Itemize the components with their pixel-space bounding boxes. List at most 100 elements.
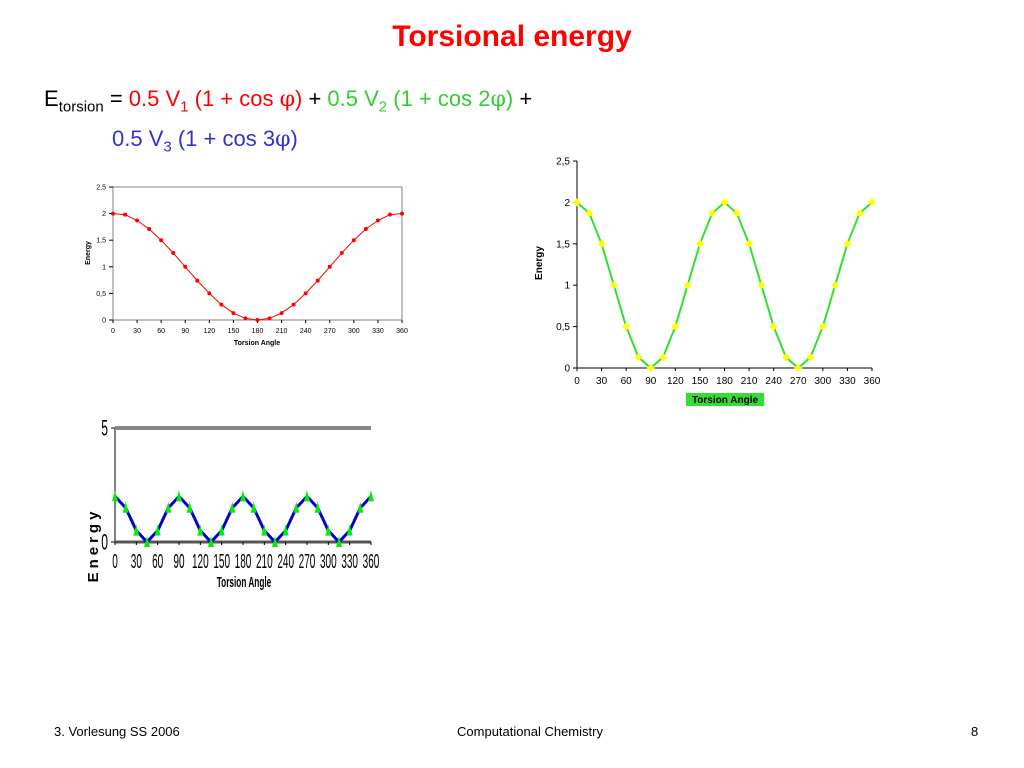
data-point [609, 281, 618, 290]
y-tick-label: 1,5 [96, 238, 106, 245]
data-point [261, 524, 268, 536]
data-point [708, 209, 717, 218]
data-point [272, 536, 278, 547]
data-point [659, 353, 668, 362]
data-point [231, 311, 236, 316]
data-point [240, 490, 246, 502]
data-point [314, 501, 321, 513]
x-tick-label: 330 [372, 328, 384, 335]
x-tick-label: 0 [111, 328, 115, 335]
data-point [186, 501, 193, 513]
x-tick-label: 30 [596, 376, 608, 387]
term-3: 0.5 V3 (1 + cos 3φ) [112, 126, 298, 156]
y-tick-label: 0,5 [556, 322, 570, 333]
x-tick-label: 0 [574, 376, 580, 387]
data-point [229, 501, 236, 513]
y-tick-label: 0,5 [96, 291, 106, 298]
data-point [165, 501, 172, 513]
chart-green-cos2: 0 0,5 1 1,5 2 2,5 0 30 60 90 120 150 180 210 240 270 300… [534, 157, 881, 406]
x-tick-label: 0 [112, 552, 118, 574]
data-point [304, 490, 310, 502]
data-point [375, 218, 380, 223]
x-tick-label: 300 [814, 376, 831, 387]
data-point [176, 490, 182, 502]
x-tick-label: 180 [235, 552, 252, 574]
data-point [387, 212, 392, 217]
data-point [671, 322, 680, 331]
y-tick-label: 1 [564, 281, 570, 292]
data-point [207, 291, 212, 296]
y-axis-label: Energy [85, 241, 92, 265]
data-point [818, 322, 827, 331]
data-point [133, 524, 140, 536]
equals-sign: = [103, 86, 129, 111]
data-point [622, 322, 631, 331]
data-point [745, 239, 754, 248]
x-tick-label: 330 [341, 552, 358, 574]
chart-red-cos1: 0 0,5 1 1,5 2 2,5 0 30 60 90 120 150 180 210 240 270 300… [85, 184, 408, 347]
x-tick-label: 360 [363, 552, 380, 574]
x-tick-label: 270 [324, 328, 336, 335]
data-point [112, 490, 118, 502]
data-point [346, 524, 353, 536]
data-point [363, 227, 368, 232]
x-tick-label: 360 [864, 376, 881, 387]
x-tick-label: 150 [692, 376, 709, 387]
footer-center: Computational Chemistry [457, 724, 603, 739]
data-point [123, 212, 128, 217]
data-point [868, 198, 876, 207]
data-point [111, 211, 115, 216]
y-tick-label: 5 [101, 416, 108, 441]
x-tick-label: 300 [348, 328, 360, 335]
x-tick-label: 120 [192, 552, 209, 574]
data-point [757, 281, 766, 290]
x-tick-label: 330 [839, 376, 856, 387]
x-tick-label: 120 [203, 328, 215, 335]
x-tick-label: 180 [252, 328, 264, 335]
data-point [122, 501, 129, 513]
data-point [208, 536, 214, 547]
data-point [336, 536, 342, 547]
x-tick-label: 210 [276, 328, 288, 335]
data-point [769, 322, 778, 331]
data-point [250, 501, 257, 513]
y-tick-label: 2 [564, 198, 570, 209]
data-point [303, 291, 308, 296]
data-point [368, 490, 374, 502]
x-tick-label: 360 [396, 328, 408, 335]
data-point [154, 524, 161, 536]
y-tick-label: 0 [102, 317, 106, 324]
y-tick-label: 2 [102, 211, 106, 218]
data-point [243, 316, 248, 321]
data-point [339, 250, 344, 255]
chart-blue-cos3: 050 30 60 90 120 150 180 210 240 270 300 330 360Tors… [85, 416, 380, 591]
data-point [695, 239, 704, 248]
slide-title: Torsional energy [392, 20, 632, 53]
data-point [219, 302, 224, 307]
data-point [400, 211, 404, 216]
x-axis-label: Torsion Angle [692, 395, 759, 406]
y-axis-label: Energy [85, 508, 102, 583]
y-tick-label: 2,5 [556, 157, 570, 168]
x-tick-label: 240 [765, 376, 782, 387]
footer-left: 3. Vorlesung SS 2006 [54, 724, 180, 739]
data-point [597, 239, 606, 248]
data-point [843, 239, 852, 248]
data-point [197, 524, 204, 536]
data-point [806, 353, 815, 362]
energy-symbol: E [44, 86, 59, 111]
x-tick-label: 60 [621, 376, 633, 387]
x-tick-label: 270 [299, 552, 316, 574]
plus-sign-1: + [302, 86, 328, 111]
data-point [171, 250, 176, 255]
series-line [576, 201, 873, 370]
data-point [683, 281, 692, 290]
x-axis-label-bg [686, 393, 764, 406]
y-axis-label: Energy [534, 246, 545, 280]
data-point [646, 364, 655, 372]
equation-line-1: Etorsion = 0.5 V1 (1 + cos φ) + 0.5 V2 (… [44, 86, 532, 115]
x-axis-label: Torsion Angle [234, 340, 280, 347]
data-point [325, 524, 332, 536]
x-tick-label: 150 [213, 552, 230, 574]
x-tick-label: 60 [157, 328, 165, 335]
